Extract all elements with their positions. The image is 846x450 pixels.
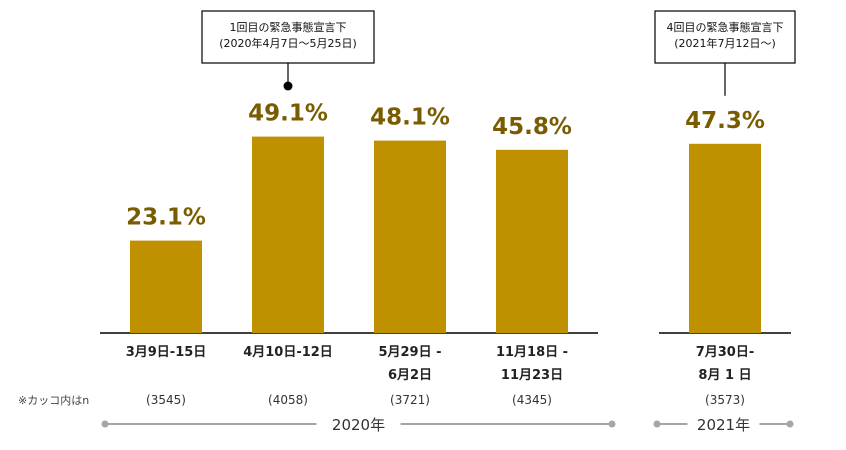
category-label-2-0: 5月29日 -: [378, 345, 441, 360]
n-note: ※カッコ内はn: [18, 393, 89, 407]
category-label-2-1: 6月2日: [388, 368, 432, 383]
group-label-0: 2020年: [332, 416, 385, 434]
callout-text-0-1: (2020年4月7日〜5月25日): [219, 36, 357, 50]
value-label-4: 47.3%: [685, 108, 765, 134]
value-label-3: 45.8%: [492, 114, 572, 140]
callout-box-0: [201, 10, 375, 64]
category-label-3-0: 11月18日 -: [496, 345, 568, 360]
bar-2: [374, 140, 446, 333]
groups-layer: 2020年 2021年: [101, 416, 794, 434]
bar-3: [496, 149, 568, 333]
group-dot-left-0: [101, 420, 109, 428]
callout-dot-0: [283, 81, 293, 91]
callouts-layer: 1回目の緊急事態宣言下 (2020年4月7日〜5月25日) 4回目の緊急事態宣言下 (…: [201, 10, 796, 96]
bar-0: [130, 240, 202, 333]
group-dot-right-0: [608, 420, 616, 428]
value-label-0: 23.1%: [126, 205, 206, 231]
bars-layer: [130, 136, 761, 333]
value-label-2: 48.1%: [370, 105, 450, 131]
group-dot-right-1: [786, 420, 794, 428]
labels-layer: 23.1% 3月9日-15日 (3545) 49.1% 4月10日-12日 (4058) 4…: [126, 101, 765, 407]
category-label-1-0: 4月10日-12日: [243, 345, 333, 360]
n-label-0: (3545): [146, 393, 186, 407]
category-label-3-1: 11月23日: [501, 368, 563, 383]
callout-text-1-1: (2021年7月12日〜): [674, 36, 776, 50]
group-dot-left-1: [653, 420, 661, 428]
n-label-1: (4058): [268, 393, 308, 407]
category-label-4-0: 7月30日-: [696, 345, 755, 360]
group-label-1: 2021年: [697, 416, 750, 434]
callout-text-1-0: 4回目の緊急事態宣言下: [667, 20, 784, 34]
bar-1: [252, 136, 324, 333]
n-label-4: (3573): [705, 393, 745, 407]
n-label-2: (3721): [390, 393, 430, 407]
category-label-0-0: 3月9日-15日: [126, 345, 207, 360]
n-label-3: (4345): [512, 393, 552, 407]
callout-text-0-0: 1回目の緊急事態宣言下: [230, 20, 347, 34]
bar-4: [689, 143, 761, 333]
category-label-4-1: 8月 1 日: [698, 368, 751, 383]
callout-box-1: [654, 10, 796, 64]
value-label-1: 49.1%: [248, 101, 328, 127]
